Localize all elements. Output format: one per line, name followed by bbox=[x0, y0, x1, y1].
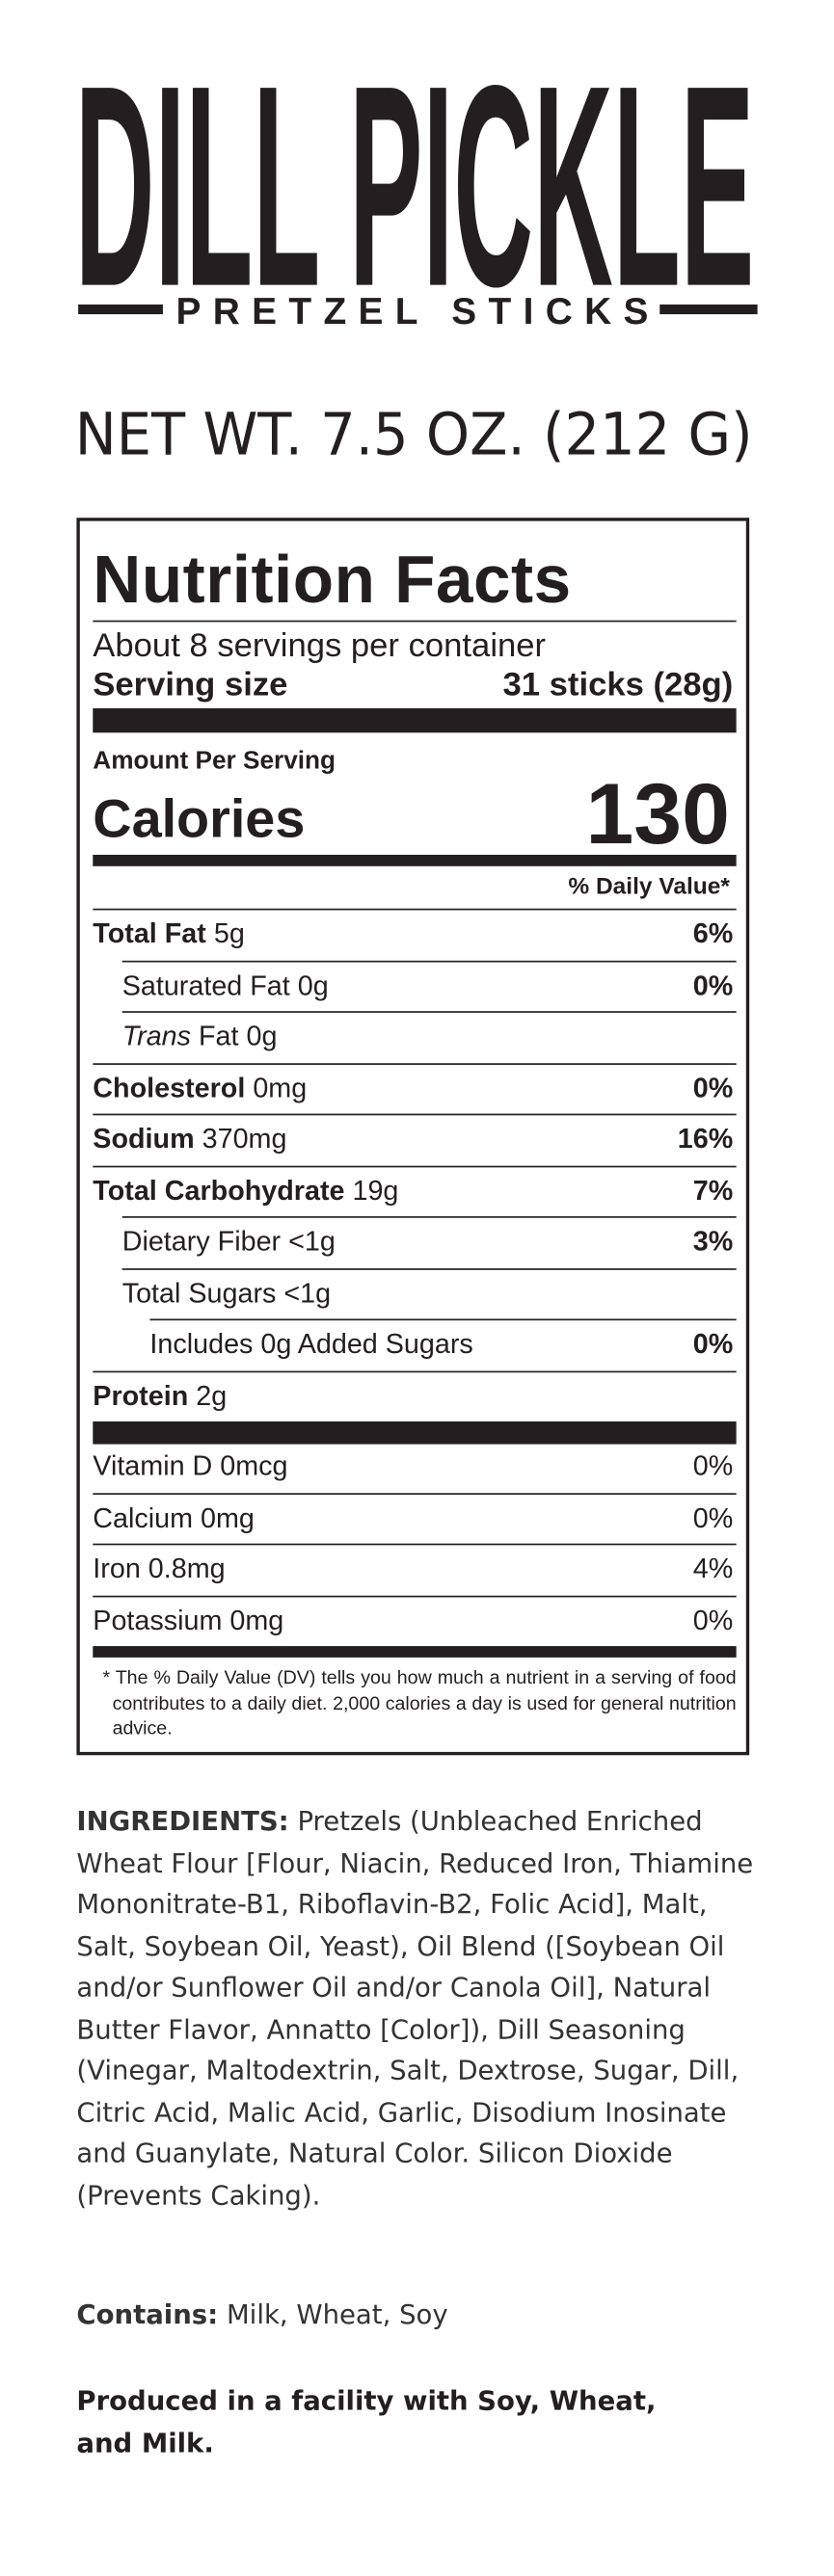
nutrient-name: Dietary Fiber bbox=[121, 1226, 282, 1258]
nutrient-name: Cholesterol bbox=[93, 1072, 246, 1103]
net-weight: NET WT. 7.5 OZ. (212 G) bbox=[75, 401, 753, 468]
nutrient-amount: 19g bbox=[352, 1174, 399, 1207]
nutrient-name-italic: Trans bbox=[121, 1021, 192, 1052]
vitamin-dv: 0% bbox=[692, 1605, 734, 1636]
contains: Contains: Milk, Wheat, Soy bbox=[76, 2295, 754, 2336]
nutrient-amount: <1g bbox=[288, 1226, 336, 1258]
nutrient-row: Total Carbohydrate 19g 7% bbox=[93, 1164, 737, 1216]
nutrient-amount: 0mg bbox=[253, 1072, 308, 1103]
nutrient-row: Dietary Fiber <1g 3% bbox=[121, 1216, 737, 1267]
servings: About 8 servings per container bbox=[93, 626, 547, 665]
nutrient-row: Protein 2g bbox=[93, 1369, 737, 1421]
nutrient-name-wrap: Cholesterol 0mg bbox=[93, 1073, 307, 1103]
nutrient-name-wrap: Saturated Fat 0g bbox=[122, 969, 329, 1000]
amount-label: Amount Per Serving bbox=[93, 747, 336, 776]
nutrient-dv: 3% bbox=[692, 1226, 734, 1258]
nutrient-name: Total Carbohydrate bbox=[93, 1174, 345, 1207]
calories-value: 130 bbox=[585, 766, 730, 863]
nutrient-name-wrap: Protein 2g bbox=[93, 1380, 227, 1411]
ingredients-text: Pretzels (Unbleached Enriched Wheat Flou… bbox=[76, 1805, 754, 2211]
nutrient-amount: 2g bbox=[196, 1379, 228, 1411]
nutrient-dv: 6% bbox=[692, 917, 734, 949]
contains-label: Contains: bbox=[76, 2298, 219, 2330]
vitamin-row: Vitamin D 0mcg 0% bbox=[93, 1443, 736, 1493]
nutrient-name-wrap: Trans Fat 0g bbox=[122, 1021, 278, 1051]
facility: Produced in a facility with Soy, Wheat, … bbox=[76, 2385, 657, 2458]
nutrient-name-wrap: Total Fat 5g bbox=[93, 918, 245, 949]
nutrient-row: Cholesterol 0mg 0% bbox=[93, 1062, 737, 1113]
vitamin-row: Potassium 0mg 0% bbox=[93, 1594, 737, 1646]
vitamin-name: Vitamin D 0mcg bbox=[93, 1450, 288, 1482]
nutrient-row: Sodium 370mg 16% bbox=[93, 1113, 737, 1165]
nutrient-dv: 7% bbox=[692, 1174, 734, 1207]
nutrient-row: Total Sugars <1g bbox=[121, 1267, 737, 1318]
nutrient-name-wrap: Total Sugars <1g bbox=[122, 1277, 331, 1308]
nutrient-name-wrap: Includes 0g Added Sugars bbox=[149, 1329, 472, 1360]
nutrient-name: Total Sugars bbox=[121, 1277, 277, 1309]
nutrient-amount: 370mg bbox=[202, 1123, 287, 1155]
vitamin-row: Iron 0.8mg 4% bbox=[93, 1543, 737, 1595]
nutrient-name: Total Fat bbox=[93, 917, 206, 949]
serving-size-label: Serving size bbox=[93, 666, 288, 704]
nutrient-name: Fat bbox=[199, 1021, 239, 1052]
nutrient-name-wrap: Sodium 370mg bbox=[93, 1124, 286, 1155]
contains-text: Milk, Wheat, Soy bbox=[226, 2298, 448, 2330]
nutrient-row: Includes 0g Added Sugars 0% bbox=[149, 1318, 737, 1369]
net-weight-box: NET WT. 7.5 OZ. (212 G) bbox=[75, 401, 753, 468]
nutrients: Total Fat 5g 6% Saturated Fat 0g 0% Trans Fa… bbox=[93, 908, 737, 1421]
rule bbox=[659, 304, 758, 315]
nutrient-dv: 16% bbox=[677, 1123, 734, 1155]
rule bbox=[93, 1421, 737, 1445]
nf-title: Nutrition Facts bbox=[93, 539, 737, 623]
nutrient-dv: 0% bbox=[692, 1328, 734, 1360]
vitamin-dv: 4% bbox=[692, 1553, 734, 1584]
dv-header: % Daily Value* bbox=[568, 874, 730, 901]
vitamins: Vitamin D 0mcg 0% Calcium 0mg 0% Iron 0.8mg 4… bbox=[93, 1443, 737, 1658]
product-title: DILL PICKLE bbox=[75, 27, 755, 342]
serving-size: Serving size 31 sticks (28g) bbox=[93, 666, 737, 733]
vitamin-name: Potassium 0mg bbox=[93, 1605, 284, 1636]
nutrient-amount: 0g bbox=[297, 969, 329, 1001]
calories-row: Calories 130 bbox=[93, 767, 737, 866]
nutrition-panel: Nutrition Facts About 8 servings per con… bbox=[76, 518, 750, 1756]
nutrient-name: Sodium bbox=[93, 1123, 195, 1155]
vitamin-dv: 0% bbox=[692, 1450, 734, 1482]
nutrient-name: Saturated Fat bbox=[121, 969, 290, 1001]
nutrient-amount: <1g bbox=[283, 1277, 332, 1309]
ingredients: INGREDIENTS: Pretzels (Unbleached Enrich… bbox=[76, 1801, 754, 2217]
serving-size-value: 31 sticks (28g) bbox=[502, 666, 734, 704]
nutrient-amount: 5g bbox=[213, 917, 245, 949]
subtitle: PRETZEL STICKS bbox=[175, 291, 648, 332]
calories-label: Calories bbox=[93, 787, 306, 849]
nutrient-row: Trans Fat 0g bbox=[121, 1011, 737, 1062]
nutrient-name: Protein bbox=[93, 1379, 189, 1411]
header: DILL PICKLE PRETZEL STICKS bbox=[75, 27, 758, 342]
vitamin-dv: 0% bbox=[692, 1501, 734, 1533]
nutrient-name-wrap: Total Carbohydrate 19g bbox=[93, 1175, 398, 1206]
rule bbox=[78, 304, 163, 315]
nutrient-dv: 0% bbox=[692, 969, 734, 1001]
nutrient-dv: 0% bbox=[692, 1072, 734, 1103]
nutrient-row: Total Fat 5g 6% bbox=[93, 908, 737, 960]
vitamin-name: Iron 0.8mg bbox=[93, 1553, 226, 1584]
nutrient-name-wrap: Dietary Fiber <1g bbox=[122, 1226, 336, 1257]
nutrient-amount: 0g bbox=[246, 1021, 278, 1052]
ingredients-label: INGREDIENTS: bbox=[76, 1805, 289, 1837]
nutrient-row: Saturated Fat 0g 0% bbox=[121, 959, 737, 1011]
vitamin-name: Calcium 0mg bbox=[93, 1501, 255, 1533]
vitamin-row: Calcium 0mg 0% bbox=[93, 1492, 737, 1543]
nutrition-facts: Nutrition Facts About 8 servings per con… bbox=[93, 521, 737, 1741]
nutrient-name: Includes 0g Added Sugars bbox=[149, 1328, 473, 1360]
footnote: * The % Daily Value (DV) tells you how m… bbox=[102, 1667, 737, 1739]
